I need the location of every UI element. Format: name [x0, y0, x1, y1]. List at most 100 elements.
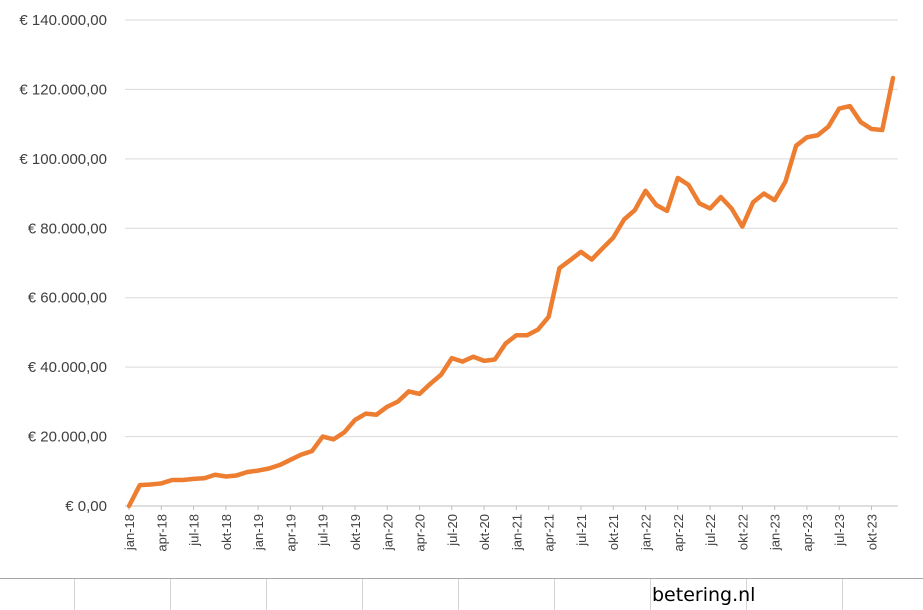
data-point [600, 246, 604, 250]
data-point [891, 76, 895, 80]
data-point [428, 382, 432, 386]
data-point [590, 258, 594, 262]
x-tick-label: apr-18 [154, 514, 169, 552]
spreadsheet-cell [266, 579, 362, 610]
spreadsheet-cell [170, 579, 266, 610]
data-point [127, 504, 131, 508]
x-tick-label: jan-22 [639, 514, 654, 551]
data-point [213, 473, 217, 477]
data-point [557, 266, 561, 270]
x-tick-label: okt-23 [864, 514, 879, 550]
data-point [256, 469, 260, 473]
data-point [321, 435, 325, 439]
data-point [245, 470, 249, 474]
y-axis-tick-labels: € 0,00 € 20.000,00 € 40.000,00 € 60.000,00 €… [19, 12, 107, 515]
y-tick-label: € 80.000,00 [28, 220, 107, 237]
data-point [202, 476, 206, 480]
data-point [493, 358, 497, 362]
spreadsheet-cell [74, 579, 170, 610]
data-point [192, 477, 196, 481]
spreadsheet-cell [842, 579, 923, 610]
data-point [385, 405, 389, 409]
y-tick-label: € 120.000,00 [19, 81, 107, 98]
data-point [364, 412, 368, 416]
data-point [159, 481, 163, 485]
y-tick-label: € 140.000,00 [19, 12, 107, 29]
spreadsheet-cell [362, 579, 458, 610]
x-tick-label: apr-21 [542, 514, 557, 552]
data-point [848, 104, 852, 108]
x-tick-label: jul-23 [832, 514, 847, 547]
spreadsheet-cell [458, 579, 554, 610]
data-point [719, 195, 723, 199]
data-point [310, 449, 314, 453]
data-point [730, 206, 734, 210]
data-point [665, 209, 669, 213]
x-tick-label: jan-21 [509, 514, 524, 551]
data-point [773, 198, 777, 202]
x-tick-label: jan-18 [122, 514, 137, 551]
data-point [826, 125, 830, 129]
data-point [170, 478, 174, 482]
data-point [299, 453, 303, 457]
data-point [579, 250, 583, 254]
x-tick-label: jan-19 [251, 514, 266, 551]
data-point [740, 225, 744, 229]
data-point [805, 135, 809, 139]
data-point [471, 355, 475, 359]
data-point [374, 413, 378, 417]
data-point [342, 430, 346, 434]
data-point [525, 333, 529, 337]
y-tick-label: € 60.000,00 [28, 290, 107, 307]
gridlines [125, 19, 898, 438]
data-point [461, 360, 465, 364]
x-tick-label: apr-22 [671, 514, 686, 552]
x-tick-label: okt-22 [735, 514, 750, 550]
y-tick-label: € 0,00 [65, 498, 107, 515]
data-point [353, 418, 357, 422]
x-tick-label: jul-22 [703, 514, 718, 547]
data-point [622, 218, 626, 222]
data-point [450, 356, 454, 360]
data-point [138, 483, 142, 487]
data-point [611, 236, 615, 240]
data-point [267, 467, 271, 471]
data-point [278, 463, 282, 467]
x-axis-tick-labels: jan-18 apr-18 jul-18 okt-18 jan-19 apr-19 jul-… [122, 506, 879, 552]
data-point [633, 208, 637, 212]
x-tick-label: jul-21 [574, 514, 589, 547]
data-point [644, 189, 648, 193]
data-points [127, 76, 895, 508]
x-tick-label: okt-18 [219, 514, 234, 550]
data-point [514, 333, 518, 337]
spreadsheet-cell [650, 579, 746, 610]
data-point [697, 201, 701, 205]
data-point [794, 144, 798, 148]
data-point [708, 206, 712, 210]
data-point [676, 176, 680, 180]
data-point [762, 192, 766, 196]
spreadsheet-cell [554, 579, 650, 610]
spreadsheet-cell [746, 579, 842, 610]
data-point [482, 359, 486, 363]
x-tick-label: jul-19 [316, 514, 331, 547]
x-tick-label: okt-21 [606, 514, 621, 550]
data-point [816, 133, 820, 137]
data-point [407, 389, 411, 393]
data-point [880, 128, 884, 132]
x-tick-label: apr-23 [800, 514, 815, 552]
x-tick-label: apr-19 [283, 514, 298, 552]
data-point [837, 107, 841, 111]
x-tick-label: jul-18 [187, 514, 202, 547]
data-point [288, 458, 292, 462]
data-point [869, 127, 873, 131]
spreadsheet-row [0, 578, 923, 610]
x-tick-label: okt-20 [477, 514, 492, 550]
data-point [536, 328, 540, 332]
y-tick-label: € 100.000,00 [19, 151, 107, 168]
line-chart: € 0,00 € 20.000,00 € 40.000,00 € 60.000,00 €… [19, 12, 898, 552]
data-point [235, 473, 239, 477]
series-line [126, 75, 896, 509]
y-tick-label: € 20.000,00 [28, 429, 107, 446]
x-tick-label: apr-20 [413, 514, 428, 552]
